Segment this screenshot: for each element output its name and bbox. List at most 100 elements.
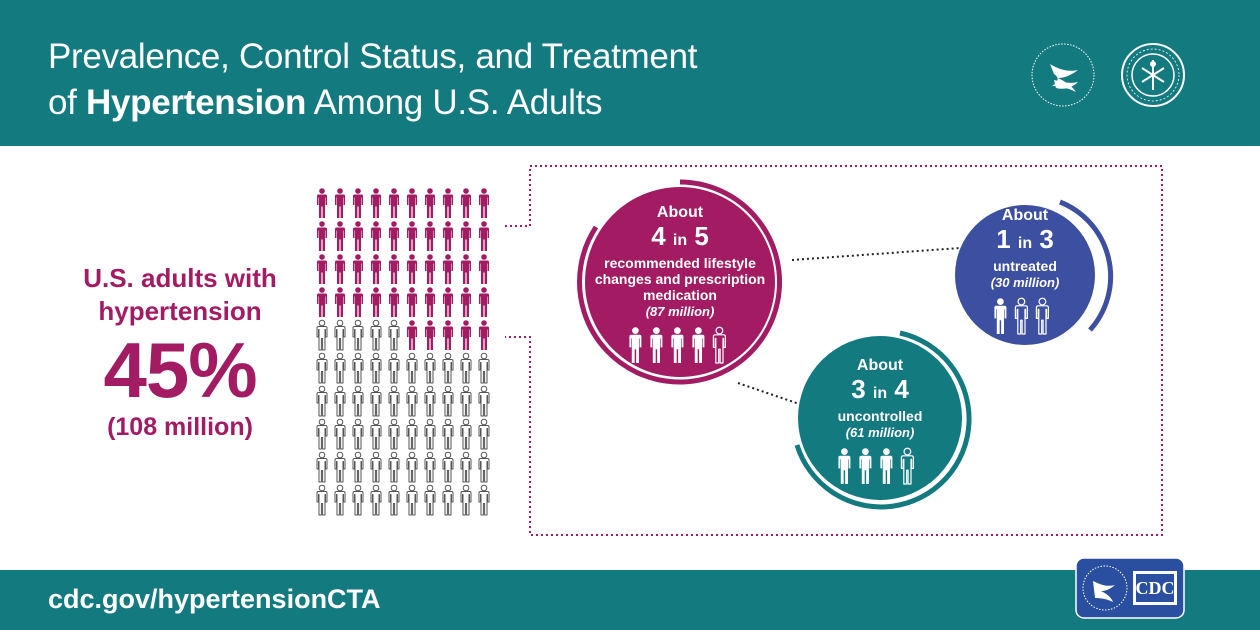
person-filled-icon — [389, 221, 399, 251]
person-outline-icon — [900, 447, 915, 485]
person-filled-icon — [443, 287, 453, 317]
person-outline-icon — [424, 451, 436, 483]
person-filled-icon — [371, 254, 381, 284]
person-filled-icon — [317, 188, 327, 218]
untreated-people-icons — [994, 297, 1050, 335]
person-outline-icon — [424, 385, 436, 417]
person-outline-icon — [460, 385, 472, 417]
person-outline-icon — [388, 418, 400, 450]
person-outline-icon — [442, 385, 454, 417]
person-outline-icon — [370, 451, 382, 483]
person-filled-icon — [479, 221, 489, 251]
person-outline-icon — [442, 418, 454, 450]
footer-banner — [0, 570, 1260, 630]
treatment-ring — [577, 179, 783, 385]
person-outline-icon — [460, 418, 472, 450]
person-filled-icon — [353, 287, 363, 317]
title-line-1: Prevalence, Control Status, and Treatmen… — [48, 37, 698, 76]
person-outline-icon — [334, 385, 346, 417]
person-filled-icon — [353, 188, 363, 218]
title-post: Among U.S. Adults — [306, 83, 603, 122]
treatment-about: About — [656, 204, 704, 221]
treatment-content: About 4 in 5 recommended lifestyle chang… — [588, 204, 772, 370]
untreated-in: in — [1017, 235, 1033, 252]
treatment-people-icons — [629, 326, 727, 364]
person-outline-icon — [388, 484, 400, 516]
person-filled-icon — [317, 221, 327, 251]
treatment-people — [588, 325, 772, 370]
footer-url-link[interactable]: cdc.gov/hypertensionCTA — [48, 584, 381, 614]
untreated-ring — [1059, 199, 1114, 332]
person-filled-icon — [425, 287, 435, 317]
person-filled-icon — [371, 221, 381, 251]
untreated-fraction: 1 in 3 — [960, 225, 1090, 258]
person-filled-icon — [671, 327, 684, 363]
person-filled-icon — [994, 298, 1007, 334]
person-outline-icon — [406, 451, 418, 483]
prevalence-percent: 45% — [103, 326, 257, 414]
uncontrolled-ring — [794, 330, 972, 510]
uncontrolled-num: 3 — [851, 374, 866, 404]
person-filled-icon — [371, 287, 381, 317]
person-outline-icon — [334, 319, 346, 351]
person-outline-icon — [334, 451, 346, 483]
untreated-circle — [955, 205, 1095, 345]
person-filled-icon — [317, 254, 327, 284]
person-filled-icon — [353, 254, 363, 284]
person-filled-icon — [425, 254, 435, 284]
person-filled-icon — [479, 320, 489, 350]
uncontrolled-den: 4 — [894, 374, 909, 404]
person-filled-icon — [692, 327, 705, 363]
person-outline-icon — [316, 418, 328, 450]
uncontrolled-millions: (61 million) — [845, 425, 915, 440]
person-outline-icon — [370, 385, 382, 417]
person-outline-icon — [478, 352, 490, 384]
person-filled-icon — [389, 188, 399, 218]
link-to-untreated — [791, 247, 961, 261]
person-filled-icon — [335, 221, 345, 251]
person-outline-icon — [1035, 297, 1050, 335]
person-filled-icon — [461, 254, 471, 284]
person-outline-icon — [406, 352, 418, 384]
person-outline-icon — [316, 319, 328, 351]
uncontrolled-people — [810, 446, 950, 491]
person-outline-icon — [424, 352, 436, 384]
header-banner — [0, 0, 1260, 146]
person-filled-icon — [407, 287, 417, 317]
link-to-uncontrolled — [737, 382, 809, 408]
cdc-logo-icon: CDC — [1075, 557, 1185, 619]
uncontrolled-in: in — [872, 385, 888, 402]
person-outline-icon — [334, 352, 346, 384]
person-outline-icon — [388, 352, 400, 384]
hhs-eagle-seal-icon — [1031, 43, 1095, 107]
person-outline-icon — [478, 451, 490, 483]
person-outline-icon — [442, 451, 454, 483]
untreated-millions: (30 million) — [990, 275, 1060, 290]
person-outline-icon — [352, 319, 364, 351]
treatment-desc: recommended lifestyle changes and prescr… — [594, 255, 766, 303]
person-outline-icon — [442, 352, 454, 384]
person-outline-icon — [316, 484, 328, 516]
uncontrolled-people-icons — [838, 447, 915, 485]
title-pre: of — [48, 83, 87, 122]
person-filled-icon — [880, 448, 893, 484]
person-filled-icon — [335, 287, 345, 317]
uncontrolled-content: About 3 in 4 uncontrolled (61 million) — [810, 357, 950, 491]
prevalence-stat: U.S. adults with hypertension 45% (108 m… — [60, 262, 300, 442]
title-bold: Hypertension — [86, 83, 307, 122]
person-outline-icon — [352, 352, 364, 384]
person-filled-icon — [407, 320, 417, 350]
person-outline-icon — [442, 484, 454, 516]
untreated-desc: untreated — [993, 258, 1057, 274]
person-filled-icon — [425, 320, 435, 350]
person-outline-icon — [388, 451, 400, 483]
uncontrolled-fraction: 3 in 4 — [810, 375, 950, 408]
person-filled-icon — [629, 327, 642, 363]
people-grid — [316, 188, 490, 516]
person-outline-icon — [406, 385, 418, 417]
person-outline-icon — [406, 418, 418, 450]
person-filled-icon — [371, 188, 381, 218]
person-filled-icon — [479, 254, 489, 284]
person-outline-icon — [460, 352, 472, 384]
person-filled-icon — [461, 188, 471, 218]
